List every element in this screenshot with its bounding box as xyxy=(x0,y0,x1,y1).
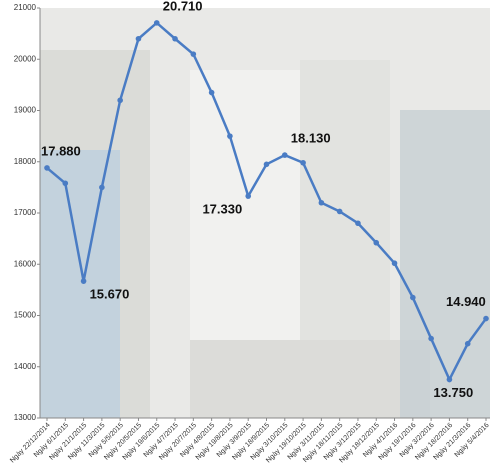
y-tick-label: 13000 xyxy=(14,413,37,422)
x-tick-label: Ngày 5/4/2016 xyxy=(454,422,491,459)
data-point xyxy=(281,152,288,158)
y-tick-label: 17000 xyxy=(14,208,37,217)
data-point xyxy=(172,35,178,42)
value-label: 17.330 xyxy=(202,202,242,217)
y-tick-label: 16000 xyxy=(14,259,37,268)
data-point xyxy=(391,260,398,267)
value-label: 20.710 xyxy=(163,0,203,13)
data-point xyxy=(464,340,471,347)
data-point xyxy=(117,97,123,104)
y-tick-label: 21000 xyxy=(14,3,37,12)
data-point xyxy=(80,278,87,284)
value-label: 14.940 xyxy=(446,294,486,309)
data-point xyxy=(355,220,361,227)
value-label: 13.750 xyxy=(433,385,473,400)
y-tick-label: 15000 xyxy=(14,311,37,320)
value-label: 15.670 xyxy=(90,287,130,302)
data-point xyxy=(245,193,252,199)
background-photo xyxy=(40,8,490,418)
y-tick-label: 19000 xyxy=(14,106,37,115)
data-point xyxy=(208,89,215,96)
value-label: 18.130 xyxy=(291,131,331,146)
value-label: 17.880 xyxy=(41,143,81,158)
data-point xyxy=(483,315,489,322)
data-point xyxy=(428,335,434,342)
data-point xyxy=(62,180,69,187)
data-point xyxy=(300,159,306,166)
y-tick-label: 18000 xyxy=(14,157,37,166)
data-point xyxy=(373,239,380,246)
data-point xyxy=(446,376,453,383)
data-point xyxy=(99,184,105,191)
data-point xyxy=(336,208,343,215)
data-point xyxy=(44,165,50,171)
data-point xyxy=(190,51,197,57)
data-point xyxy=(227,133,233,139)
data-point xyxy=(318,199,325,206)
y-tick-label: 20000 xyxy=(14,54,37,63)
data-point xyxy=(135,35,142,42)
data-point xyxy=(263,161,270,168)
y-tick-label: 14000 xyxy=(14,362,37,371)
data-point xyxy=(153,20,160,26)
data-point xyxy=(410,294,416,301)
